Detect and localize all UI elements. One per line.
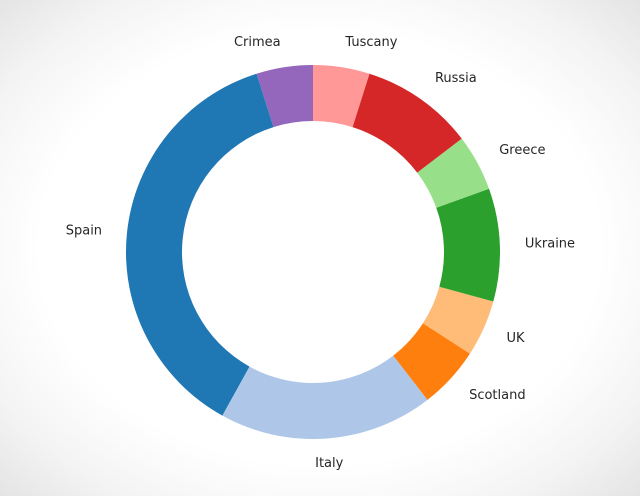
slice-ukraine — [436, 188, 500, 302]
label-uk: UK — [506, 331, 525, 346]
labels-group: Crimea Spain Italy Scotland UK Ukraine Greece R… — [66, 35, 575, 471]
slice-crimea — [256, 65, 313, 128]
label-greece: Greece — [499, 143, 545, 158]
slice-scotland — [393, 323, 470, 400]
slice-italy — [222, 355, 428, 439]
label-crimea: Crimea — [234, 35, 281, 50]
label-scotland: Scotland — [469, 388, 526, 403]
slice-russia — [352, 73, 462, 173]
slice-greece — [417, 138, 489, 208]
label-ukraine: Ukraine — [525, 236, 575, 251]
label-russia: Russia — [435, 71, 477, 86]
label-spain: Spain — [66, 223, 102, 238]
label-tuscany: Tuscany — [344, 35, 397, 50]
slices-group — [125, 65, 500, 439]
label-italy: Italy — [315, 456, 344, 471]
slice-spain — [125, 73, 274, 416]
slice-tuscany — [313, 65, 370, 128]
slice-uk — [422, 286, 494, 354]
